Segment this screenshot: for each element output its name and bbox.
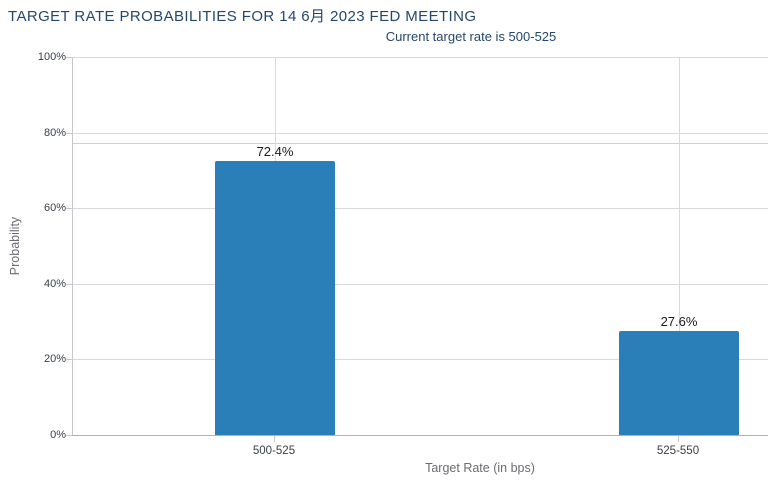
y-axis-title: Probability (8, 216, 22, 276)
gridline-y (73, 359, 768, 361)
y-tick-label: 40% (43, 277, 66, 290)
y-tick-mark (66, 435, 72, 436)
bar-value-label: 27.6% (660, 313, 698, 329)
y-tick-mark (66, 208, 72, 210)
y-tick-mark (66, 283, 72, 285)
x-tick-label: 525-550 (656, 445, 700, 457)
y-tick-mark (66, 57, 72, 58)
gridline-y (73, 283, 768, 285)
y-tick-label: 80% (43, 126, 66, 139)
y-tick-label: 20% (43, 353, 66, 366)
y-tick-label: 0% (50, 429, 66, 441)
x-tick-mark (274, 436, 275, 442)
chart-subtitle: Current target rate is 500-525 (385, 29, 557, 44)
plot-area: 72.4% 27.6% (72, 57, 768, 436)
reference-line (73, 143, 768, 145)
chart-title: TARGET RATE PROBABILITIES FOR 14 6月 2023… (8, 8, 477, 25)
gridline-y (73, 57, 768, 58)
gridline-y (73, 208, 768, 210)
y-tick-label: 100% (37, 51, 66, 63)
y-tick-mark (66, 359, 72, 361)
y-tick-label: 60% (43, 202, 66, 215)
bar-500-525[interactable] (215, 161, 335, 435)
gridline-y (73, 132, 768, 134)
bar-525-550[interactable] (619, 330, 739, 435)
bar-value-label: 72.4% (256, 144, 294, 160)
y-tick-mark (66, 132, 72, 134)
x-tick-label: 500-525 (252, 445, 296, 457)
gridline-x (679, 57, 680, 435)
x-axis-title: Target Rate (in bps) (425, 461, 535, 475)
x-tick-mark (678, 436, 679, 442)
